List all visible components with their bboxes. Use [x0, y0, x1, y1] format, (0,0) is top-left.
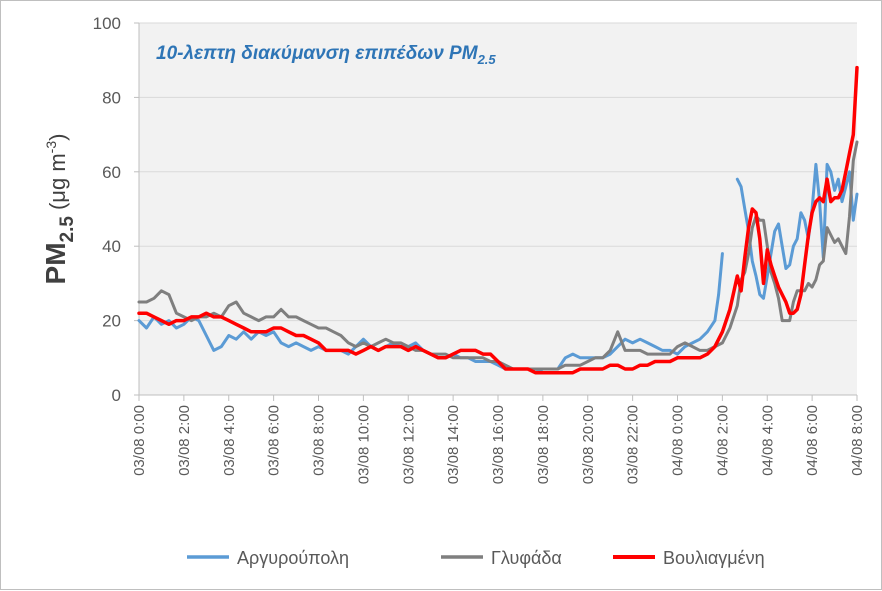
- x-tick-label: 04/08 0:00: [670, 405, 687, 476]
- y-tick-label: 80: [102, 88, 121, 107]
- x-tick-label: 03/08 18:00: [535, 405, 552, 484]
- chart-title-subscript: 2.5: [477, 52, 497, 67]
- legend-label: Γλυφάδα: [491, 548, 562, 568]
- y-axis-label-unit-superscript: -3: [43, 141, 59, 154]
- gridlines: [139, 22, 857, 322]
- legend-label: Βουλιαγμένη: [663, 548, 765, 568]
- y-axis-label-main: PM: [40, 242, 71, 284]
- legend-label: Αργυρούπολη: [237, 548, 349, 568]
- x-tick-label: 03/08 20:00: [580, 405, 597, 484]
- x-tick-label: 03/08 4:00: [221, 405, 238, 476]
- y-axis-label-unit-close: ): [45, 134, 70, 141]
- x-tick-label: 03/08 0:00: [131, 405, 148, 476]
- x-tick-label: 03/08 12:00: [400, 405, 417, 484]
- y-tick-label: 100: [93, 14, 121, 33]
- x-tick-label: 04/08 4:00: [759, 405, 776, 476]
- y-tick-label: 20: [102, 312, 121, 331]
- x-tick-label: 03/08 8:00: [311, 405, 328, 476]
- y-axis-label: PM2.5 (μg m-3): [40, 134, 78, 285]
- plot-area: [139, 23, 857, 395]
- y-axis: 0 20 40 60 80 100: [93, 14, 140, 405]
- y-axis-label-unit: (μg m: [45, 153, 70, 210]
- series-line-2: [137, 140, 859, 371]
- y-tick-label: 60: [102, 163, 121, 182]
- x-tick-label: 03/08 16:00: [490, 405, 507, 484]
- x-tick-label: 03/08 10:00: [355, 405, 372, 484]
- x-tick-label: 03/08 22:00: [625, 405, 642, 484]
- x-axis: 03/08 0:00 03/08 2:00 03/08 4:00 03/08 6:00…: [131, 394, 866, 484]
- x-tick-label: 04/08 8:00: [849, 405, 866, 476]
- x-tick-label: 03/08 14:00: [445, 405, 462, 484]
- legend: Αργυρούπολη Γλυφάδα Βουλιαγμένη: [187, 548, 765, 568]
- x-tick-label: 04/08 6:00: [804, 405, 821, 476]
- series-lines: [137, 65, 859, 375]
- y-axis-label-subscript: 2.5: [57, 216, 78, 243]
- x-tick-label: 03/08 2:00: [176, 405, 193, 476]
- x-tick-label: 04/08 2:00: [714, 405, 731, 476]
- chart-title-main: 10-λεπτη διακύμανση επιπέδων PM: [156, 43, 479, 64]
- chart-title: 10-λεπτη διακύμανση επιπέδων PM2.5: [156, 43, 496, 67]
- x-tick-label: 03/08 6:00: [266, 405, 283, 476]
- series-line-3: [137, 65, 859, 375]
- y-tick-label: 40: [102, 237, 121, 256]
- y-tick-label: 0: [112, 386, 121, 405]
